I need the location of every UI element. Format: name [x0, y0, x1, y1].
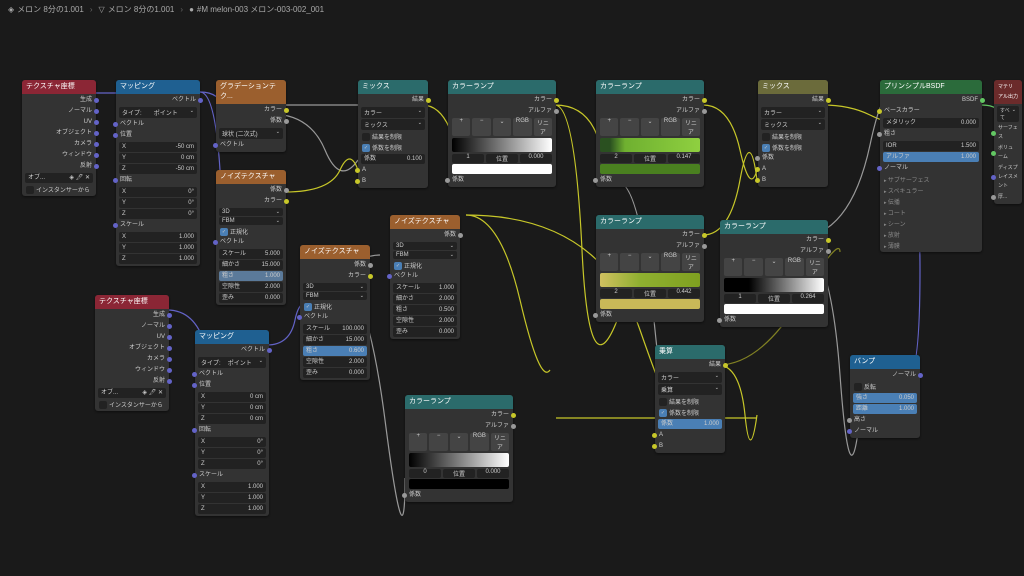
hdr: ノイズテクスチャ — [216, 170, 286, 184]
hdr: カラーランプ — [596, 80, 704, 94]
hdr: マテリアル出力 — [994, 80, 1022, 104]
out-uv: UV — [84, 118, 92, 127]
node-noise3[interactable]: ノイズテクスチャ 係数 3D FBM 正規化 ベクトル スケール1.000 細か… — [390, 215, 460, 339]
hdr: ミックス — [358, 80, 428, 94]
hdr: テクスチャ座標 — [22, 80, 96, 94]
node-output[interactable]: マテリアル出力 すべて サーフェス ボリューム ディスプレイスメント 厚... — [994, 80, 1022, 204]
node-ramp5[interactable]: カラーランプ カラー アルファ +−⌄RGBリニア 1位置0.264 係数 — [720, 220, 828, 327]
node-texcoord1[interactable]: テクスチャ座標 生成 ノーマル UV オブジェクト カメラ ウィンドウ 反射 オ… — [22, 80, 96, 196]
ramp-grad[interactable] — [452, 138, 552, 152]
node-ramp4[interactable]: カラーランプ カラー アルファ +−⌄RGBリニア 2位置0.442 係数 — [596, 215, 704, 322]
hdr: カラーランプ — [596, 215, 704, 229]
bc-a[interactable]: ◈ メロン 8分の1.001 — [8, 4, 84, 15]
obj-fld[interactable]: オブ...◈ 🖊 ✕ — [25, 173, 93, 183]
breadcrumb: ◈ メロン 8分の1.001 › ▽ メロン 8分の1.001 › ● #M m… — [8, 4, 324, 15]
node-noise2[interactable]: ノイズテクスチャ 係数 カラー 3D FBM 正規化 ベクトル スケール100.… — [300, 245, 370, 380]
node-ramp3[interactable]: カラーランプ カラー アルファ +−⌄RGBリニア 2位置0.147 係数 — [596, 80, 704, 187]
type-dd[interactable]: タイプ:ポイント — [119, 107, 197, 118]
node-bump[interactable]: バンプ ノーマル 反転 強さ0.050 距離1.000 高さ ノーマル — [850, 355, 920, 438]
hdr: プリンシプルBSDF — [880, 80, 982, 94]
node-mapping2[interactable]: マッピング ベクトル タイプ:ポイント ベクトル 位置 X0 cm Y0 cm … — [195, 330, 269, 516]
hdr: ノイズテクスチャ — [300, 245, 370, 259]
hdr: カラーランプ — [448, 80, 556, 94]
hdr: ミックス — [758, 80, 828, 94]
bc-b[interactable]: ▽ メロン 8分の1.001 — [99, 4, 175, 15]
node-ramp1[interactable]: カラーランプ カラー アルファ +−⌄RGBリニア 1位置0.000 係数 — [448, 80, 556, 187]
node-mix2[interactable]: ミックス 結果 カラー ミックス 結果を制限 係数を制限 係数 A B — [758, 80, 828, 187]
hdr: カラーランプ — [720, 220, 828, 234]
hdr: グラデーションテク... — [216, 80, 286, 104]
hdr: マッピング — [195, 330, 269, 344]
node-mul[interactable]: 乗算 結果 カラー 乗算 結果を制限 係数を制限 係数1.000 A B — [655, 345, 725, 453]
node-canvas[interactable]: テクスチャ座標 生成 ノーマル UV オブジェクト カメラ ウィンドウ 反射 オ… — [0, 20, 1024, 576]
out-ref: 反射 — [80, 162, 92, 171]
out-nrm: ノーマル — [68, 107, 92, 116]
hdr: 乗算 — [655, 345, 725, 359]
node-texcoord2[interactable]: テクスチャ座標 生成 ノーマル UV オブジェクト カメラ ウィンドウ 反射 オ… — [95, 295, 169, 411]
node-mix1[interactable]: ミックス 結果 カラー ミックス 結果を制限 係数を制限 係数0.100 A B — [358, 80, 428, 188]
hdr: ノイズテクスチャ — [390, 215, 460, 229]
inst-chk[interactable]: インスタンサーから — [22, 184, 96, 195]
node-mapping1[interactable]: マッピング ベクトル タイプ:ポイント ベクトル 位置 X-50 cm Y0 c… — [116, 80, 200, 266]
bc-c[interactable]: ● #M melon-003 メロン-003-002_001 — [189, 4, 324, 15]
hdr: マッピング — [116, 80, 200, 94]
hdr: バンプ — [850, 355, 920, 369]
node-ramp2[interactable]: カラーランプ カラー アルファ +−⌄RGBリニア 0位置0.000 係数 — [405, 395, 513, 502]
out-gen: 生成 — [80, 96, 92, 105]
out-win: ウィンドウ — [62, 151, 92, 160]
node-noise1[interactable]: ノイズテクスチャ 係数 カラー 3D FBM 正規化 ベクトル スケール5.00… — [216, 170, 286, 305]
node-bsdf[interactable]: プリンシプルBSDF BSDF ベースカラー メタリック0.000 粗さ IOR… — [880, 80, 982, 252]
out-obj: オブジェクト — [56, 129, 92, 138]
hdr: カラーランプ — [405, 395, 513, 409]
hdr: テクスチャ座標 — [95, 295, 169, 309]
out-cam: カメラ — [74, 140, 92, 149]
node-grad[interactable]: グラデーションテク... カラー 係数 球状 (二次式) ベクトル — [216, 80, 286, 152]
